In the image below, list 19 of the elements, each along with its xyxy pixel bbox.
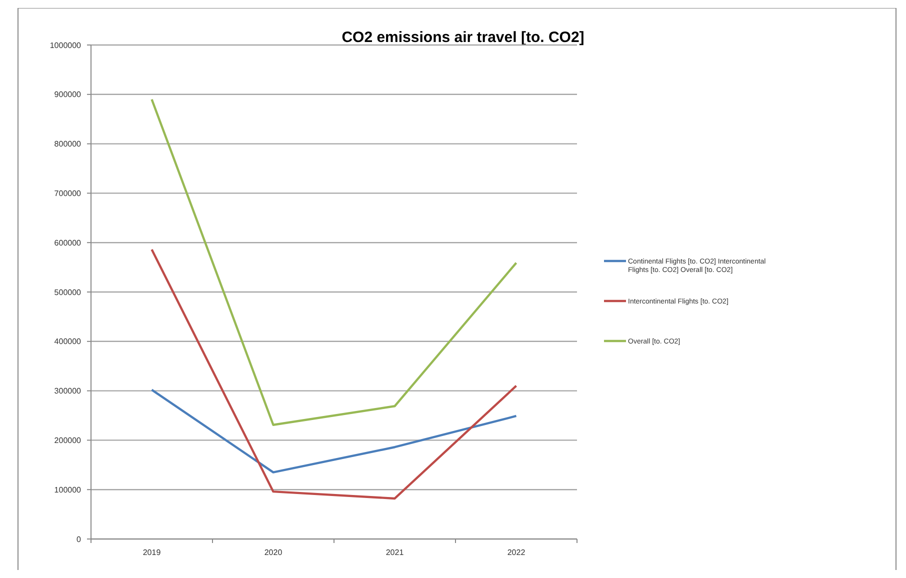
line-series: [150, 388, 518, 474]
x-tick-label: 2019: [142, 548, 162, 557]
chart-title: CO2 emissions air travel [to. CO2]: [342, 29, 584, 46]
y-tick-label: 500000: [54, 288, 82, 297]
y-tick-label: 600000: [54, 238, 82, 248]
x-tick-label: 2022: [507, 548, 526, 557]
line-series: [150, 248, 518, 500]
y-tick-label: 800000: [54, 140, 82, 149]
x-tick-label: 2020: [264, 548, 283, 557]
y-tick-label: 300000: [54, 386, 82, 396]
y-tick-label: 200000: [54, 436, 82, 445]
line-series: [150, 98, 518, 426]
y-tick-label: 400000: [54, 337, 82, 346]
y-tick-label: 700000: [54, 189, 82, 198]
y-tick-label: 0: [76, 534, 82, 544]
y-tick-label: 900000: [54, 90, 82, 100]
y-tick-label: 100000: [54, 485, 82, 494]
x-tick-label: 2021: [386, 548, 404, 557]
y-tick-label: 1000000: [50, 40, 82, 50]
